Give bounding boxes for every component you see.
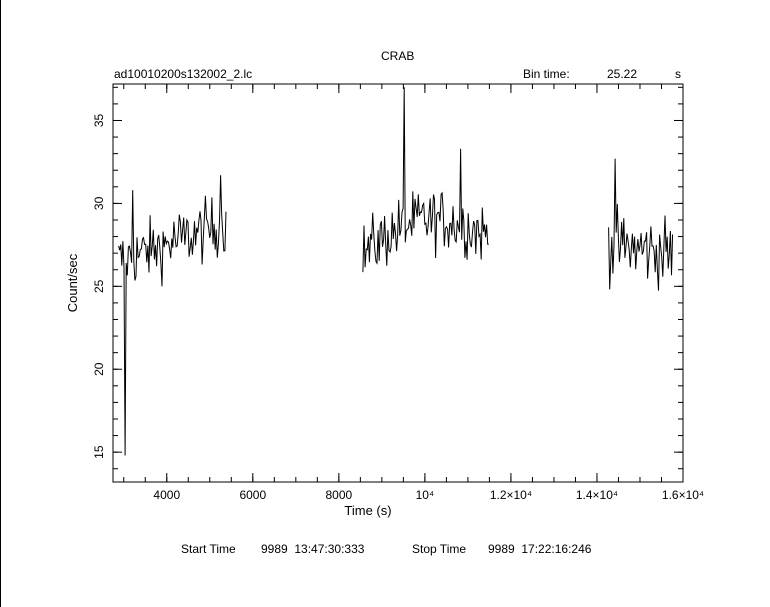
lightcurve-segment-2 (362, 87, 489, 273)
x-tick-label: 4000 (153, 488, 180, 502)
bin-time-label: Bin time: (523, 67, 570, 81)
file-name-label: ad10010200s132002_2.lc (114, 67, 253, 81)
footer-start-label: Start Time (181, 542, 236, 556)
lightcurve-segment-1 (118, 175, 227, 456)
y-tick-label: 25 (92, 279, 106, 293)
x-tick-label: 8000 (325, 488, 352, 502)
x-tick-label: 1.4×10⁴ (576, 488, 618, 502)
y-tick-label: 35 (92, 113, 106, 127)
x-axis-label: Time (s) (344, 503, 391, 518)
bin-time-unit: s (675, 67, 681, 81)
footer-stop-label: Stop Time (412, 542, 467, 556)
x-tick-label: 1.6×10⁴ (662, 488, 704, 502)
y-axis-label: Count/sec (65, 253, 80, 312)
bin-time-value: 25.22 (607, 67, 638, 81)
footer-start-value: 9989 13:47:30:333 (261, 542, 365, 556)
y-tick-label: 20 (92, 362, 106, 376)
chart-title: CRAB (381, 49, 415, 63)
plot-frame (112, 83, 684, 483)
x-tick-label: 1.2×10⁴ (490, 488, 532, 502)
lightcurve-segment-3 (608, 158, 674, 291)
y-tick-label: 15 (92, 445, 106, 459)
footer-stop-value: 9989 17:22:16:246 (488, 542, 592, 556)
y-tick-label: 30 (92, 196, 106, 210)
window-left-border (0, 0, 1, 607)
x-tick-label: 6000 (239, 488, 266, 502)
x-tick-label: 10⁴ (416, 488, 435, 502)
